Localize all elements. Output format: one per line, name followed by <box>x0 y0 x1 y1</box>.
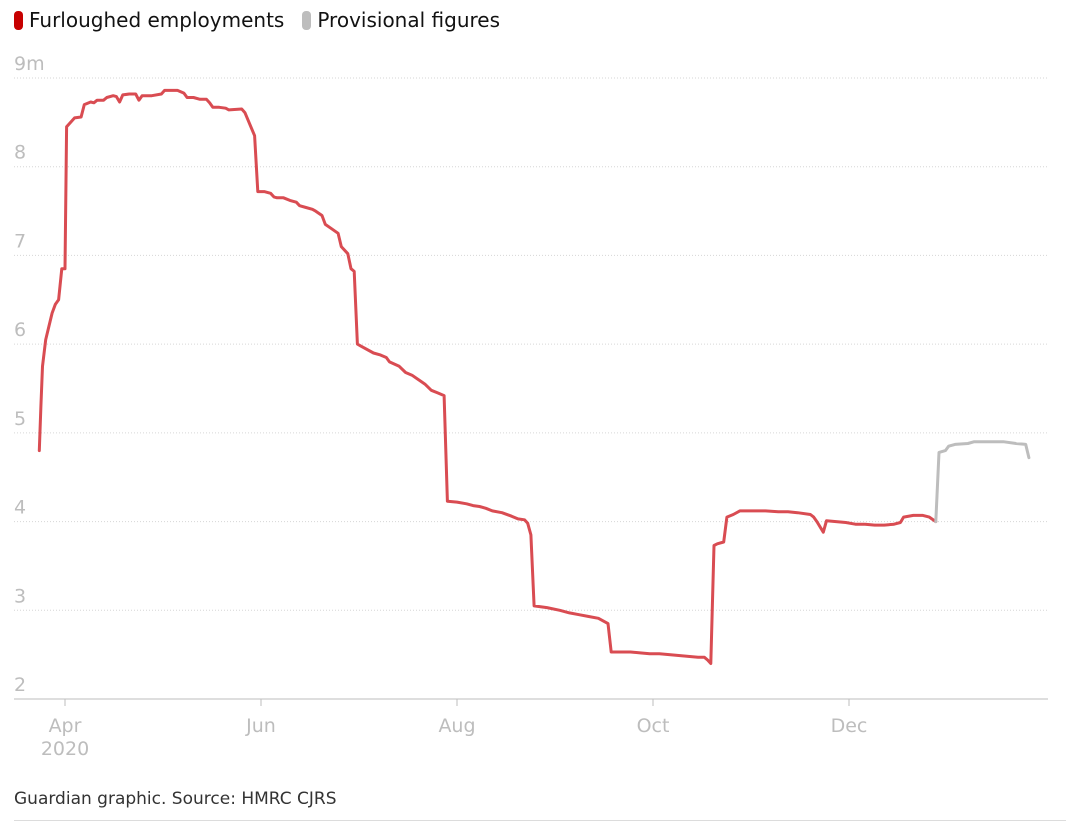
series-line-furloughed <box>37 88 938 665</box>
y-tick-label-2: 2 <box>14 674 26 696</box>
x-tick-label-oct: Oct <box>637 715 670 737</box>
x-tick-label-aug: Aug <box>438 715 475 737</box>
y-tick-label-8: 8 <box>14 142 26 164</box>
y-tick-label-3: 3 <box>14 585 26 607</box>
source-note: Guardian graphic. Source: HMRC CJRS <box>14 789 337 809</box>
x-tick-label-dec: Dec <box>831 715 868 737</box>
x-tick-sublabel-2020: 2020 <box>41 738 89 760</box>
legend-item-provisional: Provisional figures <box>302 8 500 32</box>
y-tick-label-5: 5 <box>14 408 26 430</box>
bottom-divider <box>14 820 1066 821</box>
y-tick-label-9: 9m <box>14 53 45 75</box>
x-tick-label-apr: Apr <box>49 715 82 737</box>
legend-item-furloughed: Furloughed employments <box>14 8 284 32</box>
legend-label-provisional: Provisional figures <box>317 8 500 32</box>
y-tick-label-4: 4 <box>14 497 26 519</box>
legend-swatch-provisional <box>302 10 312 30</box>
legend: Furloughed employments Provisional figur… <box>14 8 500 32</box>
x-tick-label-jun: Jun <box>245 715 276 737</box>
series-line-provisional <box>934 440 1031 524</box>
legend-label-furloughed: Furloughed employments <box>29 8 285 32</box>
y-tick-label-7: 7 <box>14 230 26 252</box>
y-tick-label-6: 6 <box>14 319 26 341</box>
legend-swatch-furloughed <box>14 10 23 30</box>
